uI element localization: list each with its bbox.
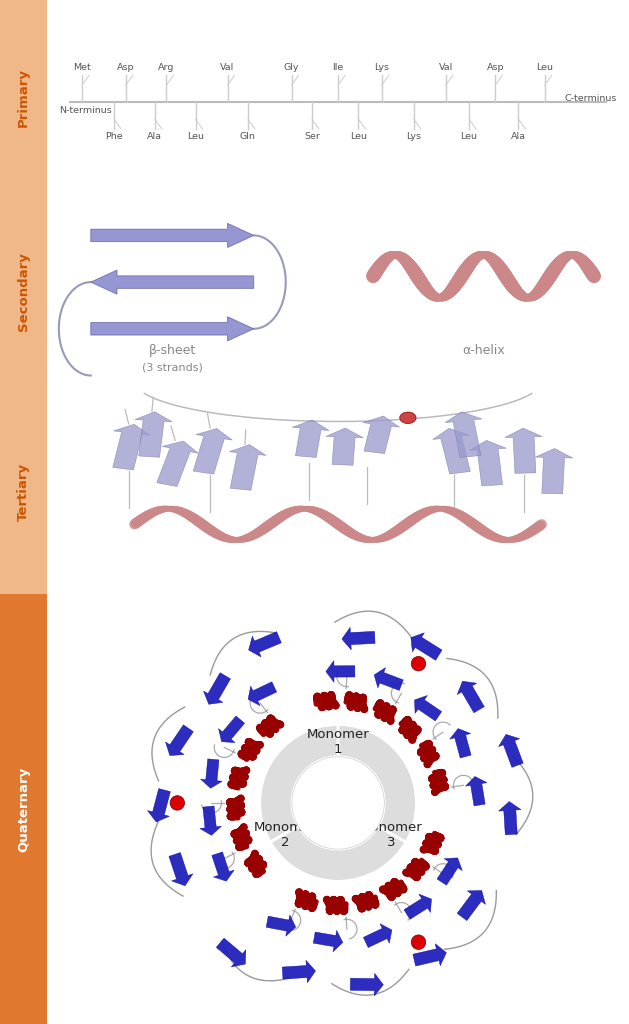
Circle shape xyxy=(170,796,184,810)
Text: Asp: Asp xyxy=(486,63,504,72)
Polygon shape xyxy=(535,449,572,494)
Text: Secondary: Secondary xyxy=(17,252,30,332)
Circle shape xyxy=(411,935,426,949)
Wedge shape xyxy=(260,725,338,842)
Text: Ala: Ala xyxy=(147,132,162,141)
Text: Quaternary: Quaternary xyxy=(17,766,30,852)
Polygon shape xyxy=(201,759,222,788)
Text: Tertiary: Tertiary xyxy=(17,463,30,520)
Circle shape xyxy=(292,757,384,849)
Wedge shape xyxy=(270,826,406,882)
Text: Lys: Lys xyxy=(406,132,421,141)
Polygon shape xyxy=(91,316,253,341)
Polygon shape xyxy=(135,412,172,458)
Text: Monomer
3: Monomer 3 xyxy=(360,821,423,849)
Polygon shape xyxy=(469,440,506,486)
Text: C-terminus: C-terminus xyxy=(565,94,618,102)
Text: α-helix: α-helix xyxy=(462,344,505,356)
Polygon shape xyxy=(450,729,471,758)
Text: Asp: Asp xyxy=(117,63,135,72)
Polygon shape xyxy=(363,416,399,454)
Polygon shape xyxy=(113,424,150,470)
Polygon shape xyxy=(165,725,193,756)
Text: N-terminus: N-terminus xyxy=(59,106,111,116)
Polygon shape xyxy=(203,673,230,705)
Polygon shape xyxy=(193,428,232,474)
Polygon shape xyxy=(157,441,198,486)
Polygon shape xyxy=(266,914,296,936)
Polygon shape xyxy=(313,931,343,951)
Polygon shape xyxy=(326,660,355,682)
Polygon shape xyxy=(248,682,277,706)
Text: Ala: Ala xyxy=(511,132,526,141)
Polygon shape xyxy=(415,695,442,721)
Text: Monomer
1: Monomer 1 xyxy=(307,728,369,756)
Polygon shape xyxy=(212,852,234,881)
Polygon shape xyxy=(364,924,392,947)
Text: Primary: Primary xyxy=(17,68,30,127)
Polygon shape xyxy=(499,734,523,767)
Polygon shape xyxy=(404,894,431,920)
Text: Ile: Ile xyxy=(333,63,343,72)
Polygon shape xyxy=(229,444,266,490)
Polygon shape xyxy=(505,428,542,473)
Polygon shape xyxy=(218,716,245,742)
Polygon shape xyxy=(413,944,447,966)
Polygon shape xyxy=(457,681,484,713)
Polygon shape xyxy=(342,628,375,650)
Polygon shape xyxy=(433,428,470,474)
Polygon shape xyxy=(91,270,253,294)
Polygon shape xyxy=(148,788,170,822)
Polygon shape xyxy=(248,632,281,657)
Polygon shape xyxy=(499,802,521,835)
Text: Leu: Leu xyxy=(460,132,477,141)
Text: Met: Met xyxy=(73,63,91,72)
Circle shape xyxy=(411,656,426,671)
Polygon shape xyxy=(411,633,442,660)
Text: Gly: Gly xyxy=(284,63,299,72)
Polygon shape xyxy=(282,961,316,983)
Text: β-sheet: β-sheet xyxy=(148,344,196,356)
Text: Leu: Leu xyxy=(187,132,204,141)
Text: Monomer
2: Monomer 2 xyxy=(253,821,316,849)
Text: Val: Val xyxy=(220,63,235,72)
Text: Lys: Lys xyxy=(374,63,389,72)
Polygon shape xyxy=(465,776,487,806)
Text: Phe: Phe xyxy=(105,132,123,141)
Text: Val: Val xyxy=(438,63,453,72)
Polygon shape xyxy=(169,853,193,886)
Polygon shape xyxy=(350,974,383,996)
Polygon shape xyxy=(457,891,486,921)
Wedge shape xyxy=(338,725,416,842)
Polygon shape xyxy=(292,420,329,458)
Text: (3 strands): (3 strands) xyxy=(142,362,203,373)
Text: Leu: Leu xyxy=(536,63,553,72)
Text: Gln: Gln xyxy=(240,132,256,141)
Polygon shape xyxy=(326,428,363,465)
Text: Arg: Arg xyxy=(159,63,175,72)
Polygon shape xyxy=(91,223,253,248)
Circle shape xyxy=(400,412,416,424)
Polygon shape xyxy=(445,412,482,458)
Text: Leu: Leu xyxy=(350,132,367,141)
Polygon shape xyxy=(374,668,403,690)
Polygon shape xyxy=(216,938,246,967)
Polygon shape xyxy=(200,806,221,836)
Polygon shape xyxy=(437,858,462,885)
Text: Ser: Ser xyxy=(304,132,320,141)
